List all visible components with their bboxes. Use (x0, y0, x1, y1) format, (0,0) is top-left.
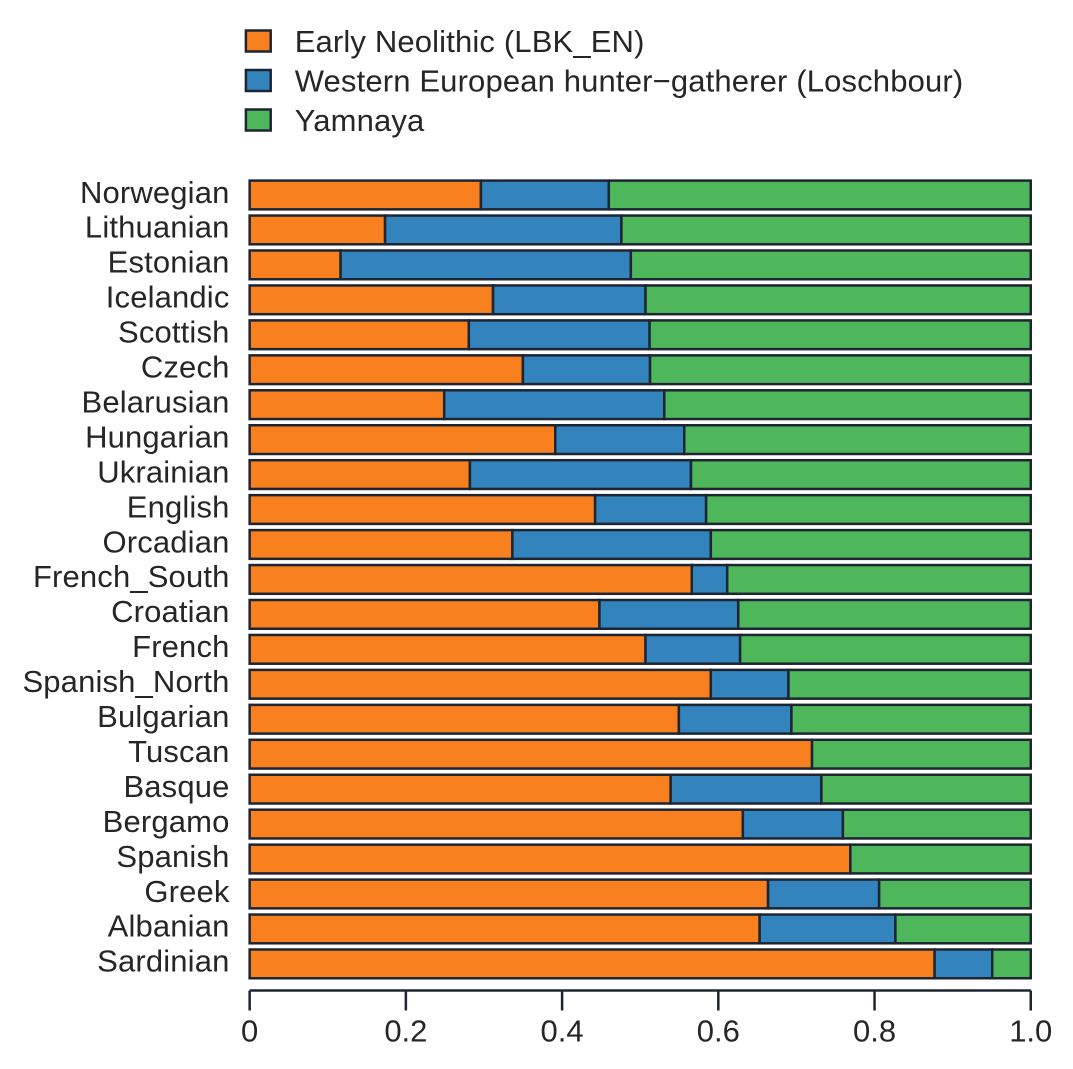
svg-text:Yamnaya: Yamnaya (295, 103, 425, 138)
svg-text:Sardinian: Sardinian (97, 944, 229, 979)
svg-text:Ukrainian: Ukrainian (97, 454, 229, 489)
svg-text:Czech: Czech (141, 350, 230, 385)
svg-text:Tuscan: Tuscan (128, 734, 229, 769)
svg-text:Albanian: Albanian (108, 909, 230, 944)
svg-text:Hungarian: Hungarian (85, 419, 229, 454)
svg-text:French: French (132, 629, 229, 664)
svg-text:Spanish: Spanish (116, 839, 229, 874)
svg-text:English: English (127, 489, 230, 524)
svg-text:0.8: 0.8 (853, 1014, 896, 1049)
svg-text:Bulgarian: Bulgarian (97, 699, 229, 734)
svg-text:Belarusian: Belarusian (82, 384, 230, 419)
svg-text:Greek: Greek (144, 874, 230, 909)
svg-text:Orcadian: Orcadian (103, 524, 230, 559)
svg-text:0.4: 0.4 (541, 1014, 584, 1049)
svg-text:Croatian: Croatian (111, 594, 229, 629)
svg-text:Lithuanian: Lithuanian (85, 210, 230, 245)
svg-text:Norwegian: Norwegian (80, 175, 230, 210)
svg-text:0.2: 0.2 (384, 1014, 427, 1049)
svg-text:French_South: French_South (33, 559, 230, 594)
svg-text:Early Neolithic (LBK_EN): Early Neolithic (LBK_EN) (295, 24, 645, 59)
svg-text:Basque: Basque (123, 769, 229, 804)
svg-text:Scottish: Scottish (118, 315, 229, 350)
svg-text:1.0: 1.0 (1009, 1014, 1052, 1049)
svg-text:Bergamo: Bergamo (103, 804, 230, 839)
svg-text:Estonian: Estonian (108, 245, 230, 280)
svg-text:0: 0 (241, 1014, 258, 1049)
svg-text:0.6: 0.6 (697, 1014, 740, 1049)
svg-text:Icelandic: Icelandic (106, 280, 230, 315)
svg-text:Spanish_North: Spanish_North (22, 664, 229, 699)
svg-text:Western European hunter−gather: Western European hunter−gatherer (Loschb… (295, 63, 964, 98)
